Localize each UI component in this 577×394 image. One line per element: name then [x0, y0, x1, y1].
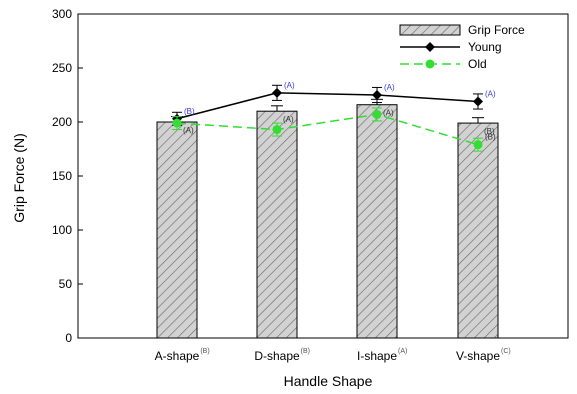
series-point-1-3 [473, 140, 483, 150]
legend-marker-old [425, 59, 435, 69]
y-tick-label-5: 250 [52, 61, 72, 75]
series-annotation-0-2: (A) [384, 83, 395, 92]
legend-label-old: Old [468, 57, 487, 71]
bar-series: (A) (A) (A) (B) [156, 98, 499, 339]
legend-label-grip-force: Grip Force [468, 23, 525, 37]
x-tick-superscript-3: (C) [501, 348, 511, 355]
bar-3 [457, 122, 499, 339]
bar-2 [356, 104, 398, 339]
legend-swatch-grip-force [399, 24, 461, 36]
legend-label-young: Young [468, 40, 502, 54]
series-point-1-0 [172, 118, 182, 128]
series-annotation-0-0: (B) [184, 107, 195, 116]
series-annotation-0-3: (A) [485, 89, 496, 98]
line-series-old: (B) [172, 107, 496, 152]
bar-annotation-1: (A) [283, 115, 294, 124]
y-axis: 0 50 100 150 200 250 300 [52, 7, 83, 345]
bar-1 [256, 110, 298, 339]
legend: Grip Force Young Old [399, 23, 525, 71]
y-tick-label-1: 50 [59, 277, 73, 291]
y-tick-label-6: 300 [52, 7, 72, 21]
line-series-group: (B) (A) (A) (A) (B) [172, 81, 496, 152]
x-axis: A-shape (B) D-shape (B) I-shape (A) V-shape (C) [155, 333, 511, 363]
y-tick-label-0: 0 [65, 331, 72, 345]
x-tick-superscript-0: (B) [200, 348, 209, 355]
x-tick-superscript-1: (B) [301, 348, 310, 355]
series-annotation-1-3: (B) [485, 133, 496, 142]
series-line-young [176, 92, 479, 120]
y-tick-label-4: 200 [52, 115, 72, 129]
series-point-1-2 [372, 109, 382, 119]
bar-annotation-0: (A) [183, 126, 194, 135]
x-tick-superscript-2: (A) [398, 348, 407, 355]
bar-annotation-2: (A) [383, 109, 394, 118]
x-tick-label-3: V-shape [456, 349, 500, 363]
series-point-0-1 [272, 87, 282, 98]
x-tick-label-1: D-shape [254, 349, 300, 363]
y-tick-label-3: 150 [52, 169, 72, 183]
line-series-young: (B) (A) (A) (A) [172, 81, 496, 126]
series-point-0-2 [372, 90, 382, 100]
legend-marker-young [425, 42, 435, 52]
x-axis-title: Handle Shape [284, 373, 373, 389]
series-line-old [176, 113, 479, 146]
bar-annotation-3: (B) [484, 127, 495, 136]
series-point-0-3 [473, 96, 483, 107]
y-tick-label-2: 100 [52, 223, 72, 237]
x-tick-label-2: I-shape [357, 349, 397, 363]
bar-0 [156, 121, 198, 339]
x-tick-label-0: A-shape [155, 349, 200, 363]
y-axis-title: Grip Force (N) [11, 133, 27, 222]
series-annotation-0-1: (A) [284, 81, 295, 90]
series-point-1-1 [272, 125, 282, 135]
